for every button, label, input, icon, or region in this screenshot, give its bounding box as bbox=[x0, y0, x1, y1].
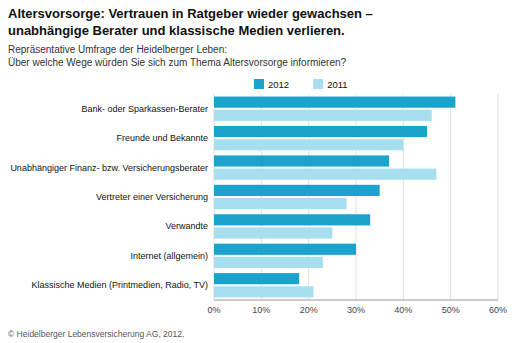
bar bbox=[214, 155, 389, 166]
category-label: Freunde und Bekannte bbox=[116, 133, 208, 143]
bar bbox=[214, 214, 370, 225]
category-label: Verwandte bbox=[165, 221, 208, 231]
bar bbox=[214, 227, 332, 238]
category-label: Unabhängiger Finanz- bzw. Versicherungsb… bbox=[10, 163, 208, 173]
category-label: Internet (allgemein) bbox=[130, 251, 208, 261]
tick-label: 30% bbox=[347, 305, 365, 315]
grid-line bbox=[498, 94, 499, 300]
grid-line bbox=[356, 94, 357, 300]
tick-label: 20% bbox=[300, 305, 318, 315]
tick-label: 50% bbox=[442, 305, 460, 315]
tick-label: 10% bbox=[252, 305, 270, 315]
bar bbox=[214, 257, 323, 268]
bar bbox=[214, 185, 380, 196]
title: unabhängige Berater und klassische Medie… bbox=[8, 23, 345, 38]
category-label: Klassische Medien (Printmedien, Radio, T… bbox=[32, 280, 208, 290]
category-label: Bank- oder Sparkassen-Berater bbox=[81, 104, 208, 114]
grid-line bbox=[450, 94, 451, 300]
grid-line bbox=[261, 94, 262, 300]
title: Altersvorsorge: Vertrauen in Ratgeber wi… bbox=[8, 6, 373, 21]
footnote: © Heidelberger Lebensversicherung AG, 20… bbox=[8, 329, 184, 339]
bars bbox=[214, 97, 455, 298]
bar bbox=[214, 286, 313, 297]
bar bbox=[214, 198, 347, 209]
grid-line bbox=[214, 94, 215, 300]
bar bbox=[214, 126, 427, 137]
tick-label: 40% bbox=[394, 305, 412, 315]
category-label: Vertreter einer Versicherung bbox=[96, 192, 208, 202]
tick-label: 60% bbox=[489, 305, 507, 315]
bar bbox=[214, 273, 299, 284]
bar bbox=[214, 169, 436, 180]
bar bbox=[214, 97, 455, 108]
bar bbox=[214, 244, 356, 255]
background bbox=[0, 0, 512, 343]
legend-swatch bbox=[254, 79, 264, 89]
tick-label: 0% bbox=[207, 305, 220, 315]
subtitle: Über welche Wege würden Sie sich zum The… bbox=[8, 57, 347, 68]
grid bbox=[214, 94, 498, 300]
legend: 2012 2011 bbox=[254, 79, 348, 90]
legend-label: 2011 bbox=[327, 79, 347, 90]
grid-line bbox=[403, 94, 404, 300]
grid-line bbox=[308, 94, 309, 300]
legend-label: 2012 bbox=[268, 79, 289, 90]
subtitle: Repräsentative Umfrage der Heidelberger … bbox=[8, 44, 227, 55]
bar bbox=[214, 110, 432, 121]
legend-swatch bbox=[313, 79, 323, 89]
bar bbox=[214, 139, 403, 150]
x-axis-line bbox=[214, 300, 498, 301]
